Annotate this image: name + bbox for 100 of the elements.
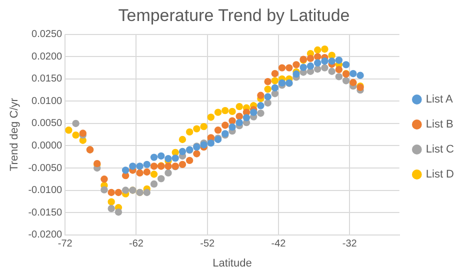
point: [108, 198, 115, 206]
x-axis-title: Latitude: [212, 257, 252, 270]
point: [150, 170, 158, 178]
y-tick-label: 0.0200: [32, 51, 63, 62]
point: [114, 188, 122, 196]
point: [172, 154, 179, 162]
x-tick-label: -62: [129, 238, 144, 250]
point: [236, 112, 243, 120]
point: [164, 162, 172, 170]
point: [306, 54, 314, 62]
point: [114, 208, 122, 216]
y-tick-label: -0.0150: [28, 207, 63, 218]
point: [214, 126, 222, 134]
point: [342, 77, 350, 84]
y-tick-label: 0.0150: [32, 74, 63, 85]
point: [257, 92, 264, 100]
point: [136, 169, 144, 176]
point: [271, 84, 279, 92]
y-tick-label: -0.0200: [28, 230, 63, 241]
point: [150, 154, 158, 161]
point: [292, 70, 300, 78]
point: [193, 125, 200, 132]
y-tick-label: 0.0050: [32, 118, 63, 130]
x-tick-label: -52: [200, 238, 216, 250]
point: [342, 61, 350, 68]
point: [122, 186, 130, 194]
point: [264, 86, 272, 93]
point: [356, 72, 364, 79]
point: [278, 79, 286, 87]
y-axis-title: Trend deg C/yr: [8, 98, 21, 172]
point: [200, 122, 208, 130]
point: [136, 162, 144, 170]
point: [158, 152, 165, 160]
point: [314, 46, 322, 54]
point: [242, 114, 250, 122]
point: [158, 175, 165, 182]
point: [228, 117, 236, 124]
point: [100, 176, 108, 183]
point: [150, 162, 158, 170]
point: [186, 128, 194, 136]
point: [264, 93, 272, 100]
point: [271, 77, 279, 84]
point: [314, 66, 322, 73]
point: [236, 118, 243, 126]
point: [143, 168, 151, 176]
point: [178, 148, 186, 156]
point: [264, 78, 272, 86]
point: [335, 73, 343, 80]
point: [72, 131, 80, 139]
legend-label: List C: [426, 144, 454, 156]
y-tick-label: -0.0050: [28, 162, 63, 174]
point: [164, 169, 172, 176]
point: [186, 156, 194, 164]
point: [72, 120, 80, 128]
point: [143, 160, 151, 168]
point: [278, 64, 286, 72]
point: [321, 45, 328, 53]
point: [257, 110, 264, 117]
point: [292, 61, 300, 68]
point: [143, 188, 151, 196]
x-tick-label: -42: [271, 238, 286, 250]
point: [271, 70, 279, 78]
x-tick-label: -72: [58, 238, 73, 250]
point: [328, 58, 336, 65]
point: [100, 186, 108, 194]
point: [108, 204, 115, 212]
y-tick-label: -0.0100: [28, 185, 63, 196]
y-tick-label: 0.0000: [32, 140, 63, 152]
point: [350, 70, 357, 78]
point: [335, 56, 343, 64]
point: [335, 66, 343, 74]
point: [222, 122, 229, 129]
point: [306, 62, 314, 70]
point: [129, 162, 136, 170]
point: [250, 108, 258, 116]
point: [207, 139, 215, 147]
point: [193, 150, 200, 158]
point: [207, 114, 215, 121]
point: [178, 136, 186, 144]
chart-title: Temperature Trend by Latitude: [118, 6, 350, 25]
y-tick-label: 0.0250: [32, 29, 63, 40]
point: [321, 64, 328, 72]
point: [236, 102, 243, 110]
point: [228, 108, 236, 116]
legend-label: List D: [426, 168, 454, 181]
point: [150, 180, 158, 188]
legend-label: List B: [426, 118, 454, 131]
point: [122, 166, 130, 174]
point: [314, 59, 322, 66]
point: [328, 68, 336, 75]
point: [257, 102, 264, 110]
point: [300, 64, 307, 71]
point: [321, 58, 328, 65]
point: [65, 126, 72, 134]
y-tick-label: 0.0100: [32, 96, 63, 107]
point: [214, 108, 222, 116]
point: [264, 99, 272, 107]
x-tick-label: -32: [342, 238, 358, 250]
point: [314, 53, 322, 60]
point: [222, 106, 229, 114]
